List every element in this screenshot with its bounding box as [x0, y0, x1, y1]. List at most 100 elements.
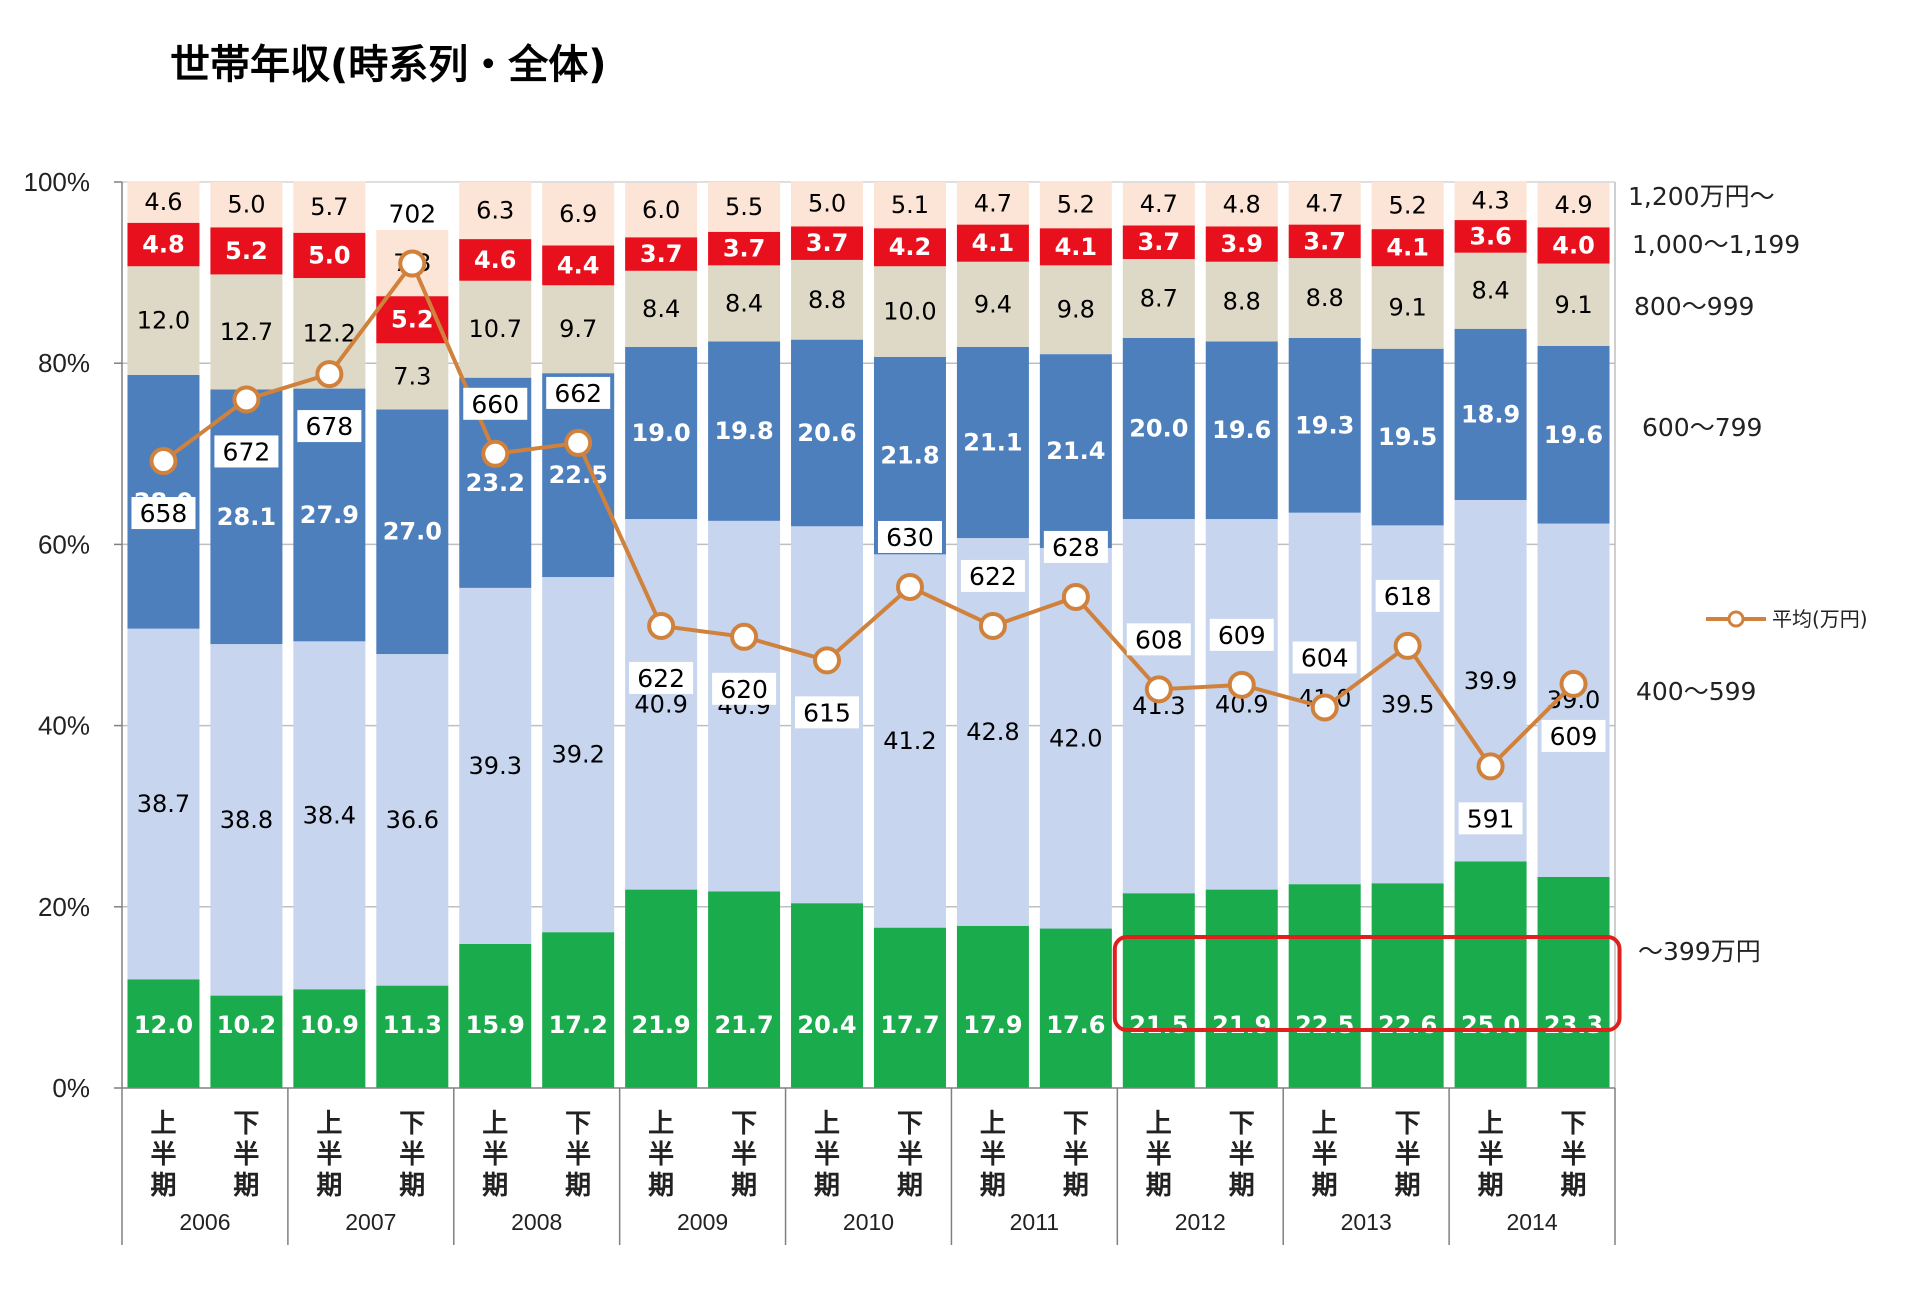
average-label-bg — [463, 387, 528, 420]
year-label: 2012 — [1175, 1209, 1226, 1235]
bar-segment — [873, 554, 946, 928]
data-label: 21.5 — [1129, 1011, 1188, 1039]
data-label: 12.0 — [134, 1011, 193, 1039]
category-label: 下 — [1229, 1109, 1255, 1139]
data-label: 20.4 — [797, 1011, 856, 1039]
data-label: 17.7 — [880, 1011, 939, 1039]
year-label: 2011 — [1010, 1209, 1059, 1235]
average-point — [232, 385, 261, 414]
category-label: 上 — [814, 1109, 840, 1139]
category-label: 半 — [1478, 1140, 1504, 1170]
category-label: 期 — [1478, 1171, 1504, 1201]
bar-segment — [1288, 182, 1361, 225]
legend: 平均(万円) — [1706, 607, 1868, 631]
category-label: 下 — [1561, 1109, 1587, 1139]
year-label: 2006 — [179, 1209, 230, 1235]
data-label: 8.4 — [1471, 277, 1509, 305]
bar-segment — [1371, 229, 1444, 267]
bar-segment — [459, 182, 532, 240]
year-label: 2010 — [843, 1209, 894, 1235]
average-label-bg — [795, 696, 860, 729]
bar-segment — [1537, 523, 1610, 877]
category-label: 上 — [316, 1109, 342, 1139]
data-label: 10.2 — [217, 1011, 276, 1039]
data-label: 19.0 — [632, 419, 691, 447]
data-label: 5.2 — [1389, 192, 1427, 220]
y-tick-label: 60% — [38, 529, 90, 559]
bar-segment — [127, 181, 200, 223]
gridlines — [122, 181, 1616, 1088]
data-label: 3.6 — [1469, 222, 1512, 250]
segment-labels: 12.038.728.012.04.84.610.238.828.112.75.… — [134, 187, 1603, 1039]
category-label: 期 — [1063, 1171, 1089, 1201]
bar-segment — [1205, 261, 1278, 342]
average-point — [1393, 631, 1422, 660]
category-label: 期 — [814, 1171, 840, 1201]
year-label: 2007 — [345, 1209, 396, 1235]
bar-segment — [625, 182, 698, 238]
bar-segment — [956, 538, 1029, 926]
average-point — [315, 360, 344, 389]
average-point — [647, 611, 676, 640]
data-label: 19.8 — [714, 417, 773, 445]
average-label: 658 — [140, 499, 188, 528]
data-label: 5.7 — [310, 193, 348, 221]
bar-segment — [376, 985, 449, 1088]
data-label: 21.1 — [963, 428, 1022, 456]
data-label: 18.9 — [1461, 400, 1520, 428]
bar-segment — [459, 280, 532, 378]
average-label: 609 — [1550, 722, 1598, 751]
bar-segment — [708, 231, 781, 266]
data-label: 22.6 — [1378, 1011, 1437, 1039]
bar-segment — [1122, 337, 1195, 520]
data-label: 20.6 — [797, 419, 856, 447]
category-label: 期 — [1146, 1171, 1172, 1201]
bar-segment — [1371, 883, 1444, 1088]
bar-segment — [542, 577, 615, 933]
data-label: 4.2 — [889, 233, 932, 261]
data-label: 8.8 — [1306, 284, 1344, 312]
category-label: 半 — [482, 1140, 508, 1170]
bar-segment — [873, 927, 946, 1088]
bar-segment — [459, 943, 532, 1088]
bar-segment — [210, 227, 283, 275]
data-label: 3.7 — [806, 229, 849, 257]
bar-segment — [1122, 225, 1195, 260]
category-label: 半 — [233, 1140, 259, 1170]
bar-segment — [127, 628, 200, 980]
band-label: 1,200万円～ — [1628, 182, 1775, 211]
data-label: 39.5 — [1381, 690, 1434, 718]
data-label: 4.0 — [1552, 231, 1595, 259]
data-label: 19.6 — [1544, 421, 1603, 449]
data-label: 7.3 — [393, 362, 431, 390]
category-label: 期 — [482, 1171, 508, 1201]
category-label: 下 — [1063, 1109, 1089, 1139]
data-label: 12.7 — [220, 318, 273, 346]
data-label: 27.0 — [383, 518, 442, 546]
bar-segment — [1537, 263, 1610, 346]
category-label: 期 — [1312, 1171, 1338, 1201]
data-label: 42.0 — [1049, 724, 1102, 752]
band-label: 600～799 — [1642, 413, 1762, 442]
data-label: 23.3 — [1544, 1011, 1603, 1039]
average-label: 615 — [803, 698, 851, 727]
average-label-bg — [297, 410, 362, 443]
bar-segment — [293, 641, 366, 990]
average-point — [1310, 693, 1339, 722]
average-point — [564, 428, 593, 457]
data-label: 41.2 — [883, 727, 936, 755]
average-label: 609 — [1218, 621, 1266, 650]
category-label: 上 — [648, 1109, 674, 1139]
average-label: 702 — [388, 200, 436, 229]
bar-segment — [1122, 519, 1195, 894]
average-point — [813, 646, 842, 675]
category-label: 上 — [150, 1109, 176, 1139]
data-label: 9.1 — [1554, 291, 1592, 319]
bar-segment — [1454, 252, 1527, 329]
bar-segment — [1371, 266, 1444, 349]
data-label: 12.0 — [137, 307, 190, 335]
bar-segment — [1039, 265, 1112, 355]
data-label: 5.0 — [227, 191, 265, 219]
data-label: 10.9 — [300, 1011, 359, 1039]
data-label: 8.8 — [808, 286, 846, 314]
